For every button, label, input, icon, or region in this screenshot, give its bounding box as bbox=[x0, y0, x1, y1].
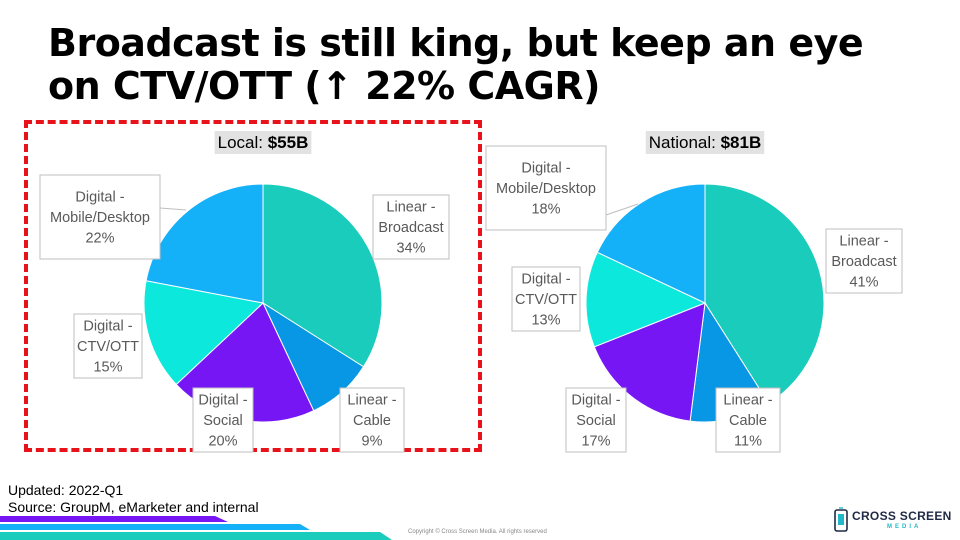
leader-line bbox=[605, 203, 639, 216]
chart-title-prefix: National: bbox=[649, 133, 721, 152]
data-label-value: 15% bbox=[93, 360, 122, 376]
data-label-digital-ctv-ott: Digital - CTV/OTT 15% bbox=[73, 313, 143, 379]
chart-title-background bbox=[214, 131, 312, 154]
data-label-box bbox=[715, 387, 781, 453]
data-label-text: Broadcast bbox=[378, 220, 443, 236]
data-label-box bbox=[485, 145, 607, 231]
updated-note: Updated: 2022-Q1 bbox=[8, 482, 124, 498]
data-label-text: Social bbox=[203, 413, 243, 429]
data-label-value: 20% bbox=[208, 434, 237, 450]
logo-line2: MEDIA bbox=[887, 524, 922, 530]
data-label-text: Linear - bbox=[386, 200, 435, 216]
data-label-digital-mobile-desktop: Digital - Mobile/Desktop 18% bbox=[485, 145, 639, 231]
data-label-value: 22% bbox=[85, 231, 114, 247]
copyright-note: Copyright © Cross Screen Media. All righ… bbox=[408, 529, 547, 535]
chart-title-value: $81B bbox=[721, 133, 762, 152]
data-label-box bbox=[73, 313, 143, 379]
data-label-linear-broadcast: Linear - Broadcast 41% bbox=[825, 228, 903, 294]
slide-title: Broadcast is still king, but keep an eye… bbox=[48, 21, 864, 108]
data-label-digital-social: Digital - Social 20% bbox=[192, 387, 254, 453]
data-label-text: Broadcast bbox=[831, 254, 896, 270]
data-label-box bbox=[192, 387, 254, 453]
data-label-text: Mobile/Desktop bbox=[496, 181, 596, 197]
data-label-linear-broadcast: Linear - Broadcast 34% bbox=[372, 194, 450, 260]
data-label-text: Digital - bbox=[83, 319, 132, 335]
data-label-digital-ctv-ott: Digital - CTV/OTT 13% bbox=[511, 266, 581, 332]
data-label-value: 13% bbox=[531, 313, 560, 329]
data-label-text: Digital - bbox=[571, 393, 620, 409]
slice-linear-broadcast bbox=[704, 183, 825, 405]
data-label-value: 41% bbox=[849, 275, 878, 291]
slice-digital-ctv-ott bbox=[585, 251, 707, 348]
data-label-text: Mobile/Desktop bbox=[50, 210, 150, 226]
slice-digital-social bbox=[593, 302, 706, 422]
leader-line bbox=[159, 207, 187, 211]
data-label-text: Linear - bbox=[347, 393, 396, 409]
slice-digital-mobile-desktop bbox=[145, 183, 264, 304]
data-label-text: Linear - bbox=[723, 393, 772, 409]
data-label-value: 34% bbox=[396, 241, 425, 257]
slice-digital-ctv-ott bbox=[143, 280, 265, 386]
chart-title-prefix: Local: bbox=[218, 133, 268, 152]
data-label-box bbox=[372, 194, 450, 260]
pie-chart-0: Local: $55B Linear - Broadcast 34% Linear - C… bbox=[39, 131, 450, 453]
data-label-text: Social bbox=[576, 413, 616, 429]
data-label-box bbox=[565, 387, 627, 453]
data-label-box bbox=[39, 174, 161, 260]
cross-screen-media-logo: CROSS SCREEN MEDIA bbox=[832, 505, 954, 535]
chart-title: Local: $55B bbox=[214, 131, 312, 154]
data-label-text: Cable bbox=[729, 413, 767, 429]
svg-text:Local: $55B: Local: $55B bbox=[218, 133, 309, 152]
data-label-text: Digital - bbox=[75, 190, 124, 206]
chart-title-background bbox=[645, 131, 765, 154]
data-label-text: Digital - bbox=[521, 161, 570, 177]
data-label-text: Digital - bbox=[198, 393, 247, 409]
source-note: Source: GroupM, eMarketer and internal bbox=[8, 499, 259, 515]
data-label-value: 9% bbox=[362, 434, 383, 450]
data-label-text: Digital - bbox=[521, 272, 570, 288]
data-label-text: CTV/OTT bbox=[515, 292, 577, 308]
data-label-digital-social: Digital - Social 17% bbox=[565, 387, 627, 453]
data-label-digital-mobile-desktop: Digital - Mobile/Desktop 22% bbox=[39, 174, 187, 260]
data-label-box bbox=[339, 387, 405, 453]
data-label-value: 17% bbox=[581, 434, 610, 450]
data-label-value: 18% bbox=[531, 202, 560, 218]
data-label-box bbox=[825, 228, 903, 294]
svg-text:National: $81B: National: $81B bbox=[649, 133, 761, 152]
data-label-value: 11% bbox=[734, 434, 762, 450]
data-label-linear-cable: Linear - Cable 9% bbox=[339, 387, 405, 453]
logo-line1: CROSS SCREEN bbox=[852, 509, 952, 523]
slice-linear-broadcast bbox=[262, 183, 383, 368]
data-label-box bbox=[511, 266, 581, 332]
data-label-linear-cable: Linear - Cable 11% bbox=[715, 387, 781, 453]
chart-title-value: $55B bbox=[268, 133, 309, 152]
slice-digital-mobile-desktop bbox=[596, 183, 706, 304]
data-label-text: Linear - bbox=[839, 234, 888, 250]
data-label-text: Cable bbox=[353, 413, 391, 429]
phone-screen-icon bbox=[834, 507, 848, 532]
data-label-text: CTV/OTT bbox=[77, 339, 139, 355]
chart-title: National: $81B bbox=[645, 131, 765, 154]
